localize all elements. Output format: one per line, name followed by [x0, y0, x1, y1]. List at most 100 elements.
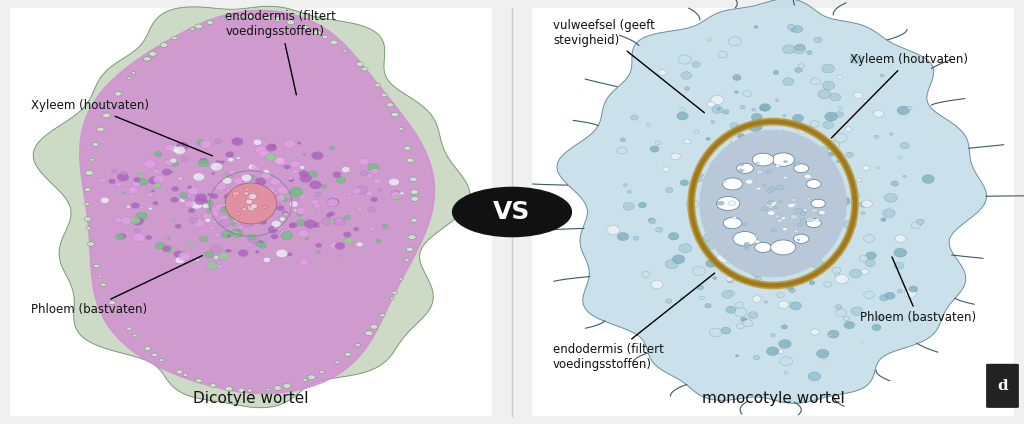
- Ellipse shape: [313, 204, 321, 208]
- Ellipse shape: [753, 153, 774, 166]
- Ellipse shape: [749, 212, 760, 220]
- Ellipse shape: [678, 55, 691, 64]
- Ellipse shape: [356, 186, 368, 194]
- Ellipse shape: [709, 173, 715, 178]
- Ellipse shape: [717, 254, 729, 263]
- Ellipse shape: [262, 191, 269, 196]
- Ellipse shape: [746, 198, 760, 207]
- Ellipse shape: [865, 252, 877, 259]
- Ellipse shape: [291, 187, 302, 195]
- Ellipse shape: [776, 238, 779, 241]
- Ellipse shape: [97, 192, 100, 195]
- Ellipse shape: [271, 204, 280, 209]
- Ellipse shape: [850, 54, 863, 64]
- Ellipse shape: [760, 103, 771, 111]
- Ellipse shape: [371, 324, 378, 329]
- Ellipse shape: [232, 191, 240, 196]
- Ellipse shape: [154, 169, 160, 173]
- Ellipse shape: [237, 205, 247, 212]
- Ellipse shape: [162, 169, 171, 176]
- Ellipse shape: [794, 45, 806, 54]
- Ellipse shape: [261, 172, 272, 180]
- Text: Dicotyle wortel: Dicotyle wortel: [194, 391, 308, 406]
- Ellipse shape: [234, 199, 242, 205]
- Ellipse shape: [734, 91, 738, 93]
- Ellipse shape: [673, 255, 685, 264]
- Ellipse shape: [187, 186, 191, 189]
- Ellipse shape: [818, 89, 831, 99]
- Ellipse shape: [241, 195, 247, 199]
- Ellipse shape: [174, 251, 183, 257]
- Ellipse shape: [197, 259, 200, 261]
- Ellipse shape: [233, 178, 243, 184]
- Ellipse shape: [767, 229, 778, 236]
- Ellipse shape: [671, 153, 680, 160]
- Ellipse shape: [222, 206, 227, 210]
- Ellipse shape: [885, 292, 895, 299]
- Ellipse shape: [880, 74, 885, 77]
- Ellipse shape: [839, 106, 843, 109]
- Ellipse shape: [763, 226, 773, 233]
- Ellipse shape: [225, 189, 230, 192]
- Ellipse shape: [255, 178, 266, 185]
- Ellipse shape: [861, 200, 872, 207]
- Ellipse shape: [730, 177, 734, 179]
- Ellipse shape: [311, 153, 317, 157]
- Ellipse shape: [215, 233, 221, 237]
- Ellipse shape: [134, 178, 140, 182]
- Ellipse shape: [836, 112, 844, 117]
- Ellipse shape: [251, 204, 257, 209]
- Ellipse shape: [771, 334, 775, 337]
- Ellipse shape: [713, 234, 725, 243]
- Ellipse shape: [755, 240, 760, 243]
- Ellipse shape: [822, 360, 826, 362]
- Ellipse shape: [731, 166, 742, 173]
- Ellipse shape: [743, 252, 754, 260]
- Ellipse shape: [263, 206, 267, 209]
- Ellipse shape: [399, 192, 404, 195]
- Ellipse shape: [723, 110, 729, 114]
- Ellipse shape: [817, 241, 829, 249]
- Ellipse shape: [808, 372, 821, 381]
- Ellipse shape: [801, 212, 807, 215]
- Ellipse shape: [360, 171, 368, 176]
- Ellipse shape: [278, 206, 285, 211]
- Ellipse shape: [242, 188, 245, 191]
- Ellipse shape: [242, 209, 246, 212]
- Ellipse shape: [904, 289, 916, 298]
- Ellipse shape: [791, 164, 799, 170]
- Ellipse shape: [792, 208, 805, 218]
- Ellipse shape: [807, 180, 816, 186]
- Ellipse shape: [278, 186, 289, 194]
- Ellipse shape: [269, 178, 281, 186]
- Ellipse shape: [707, 38, 712, 41]
- Ellipse shape: [795, 231, 798, 233]
- Ellipse shape: [853, 193, 860, 198]
- Ellipse shape: [818, 212, 823, 215]
- Ellipse shape: [212, 220, 217, 223]
- Ellipse shape: [806, 218, 821, 228]
- Ellipse shape: [666, 187, 673, 192]
- Ellipse shape: [344, 215, 350, 220]
- Ellipse shape: [202, 235, 205, 237]
- Ellipse shape: [648, 218, 654, 223]
- Ellipse shape: [778, 170, 783, 173]
- Ellipse shape: [273, 223, 284, 231]
- Ellipse shape: [366, 198, 369, 200]
- Ellipse shape: [768, 218, 777, 224]
- Ellipse shape: [894, 248, 906, 257]
- Ellipse shape: [224, 17, 230, 20]
- Ellipse shape: [623, 202, 634, 210]
- Ellipse shape: [258, 206, 262, 209]
- Ellipse shape: [722, 290, 733, 298]
- Ellipse shape: [787, 302, 794, 307]
- Ellipse shape: [168, 249, 171, 251]
- Ellipse shape: [655, 141, 660, 145]
- Ellipse shape: [252, 240, 256, 243]
- Ellipse shape: [336, 218, 341, 222]
- Ellipse shape: [85, 170, 93, 175]
- Ellipse shape: [745, 191, 752, 195]
- Ellipse shape: [205, 200, 208, 202]
- Ellipse shape: [748, 312, 758, 318]
- Ellipse shape: [165, 159, 173, 165]
